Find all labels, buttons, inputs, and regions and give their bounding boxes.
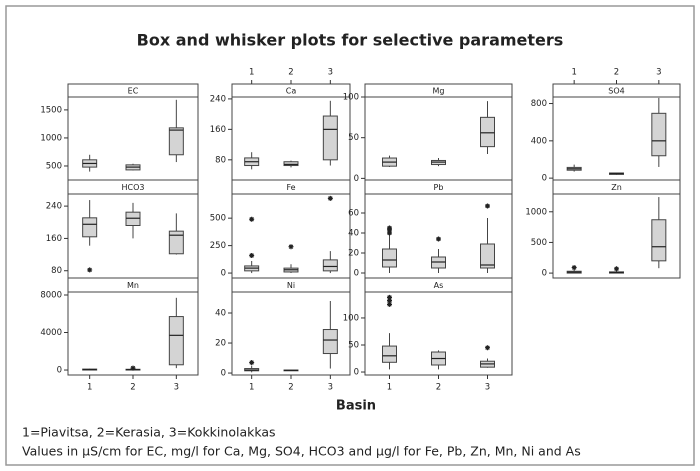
- x-tick-label: 3: [174, 383, 179, 393]
- y-tick-label: 160: [46, 234, 62, 244]
- y-tick-label: 500: [531, 238, 547, 248]
- y-tick-label: 0: [354, 368, 359, 378]
- box: [382, 248, 397, 268]
- panel-title: HCO3: [122, 183, 145, 192]
- box: [168, 316, 184, 366]
- box: [480, 116, 495, 148]
- outlier: [249, 360, 255, 366]
- outlier: [387, 225, 392, 231]
- panel-title: Pb: [434, 183, 444, 192]
- outlier: [485, 203, 490, 209]
- box: [651, 219, 667, 262]
- outlier: [327, 195, 333, 201]
- x-tick-label: 1: [249, 383, 254, 393]
- y-tick-label: 500: [210, 214, 226, 224]
- y-tick-label: 50: [348, 340, 359, 350]
- outlier: [288, 244, 294, 250]
- x-tick-label: 3: [656, 68, 661, 78]
- y-tick-label: 0: [221, 269, 226, 279]
- y-tick-label: 0: [542, 269, 547, 279]
- box: [651, 112, 667, 157]
- note: Values in µS/cm for EC, mg/l for Ca, Mg,…: [22, 444, 581, 459]
- y-tick-label: 1500: [40, 105, 62, 115]
- box: [322, 115, 338, 161]
- outlier: [387, 230, 392, 236]
- y-tick-label: 240: [210, 94, 226, 104]
- x-tick-label: 2: [288, 383, 293, 393]
- y-tick-label: 20: [348, 249, 359, 259]
- box: [480, 243, 495, 269]
- x-tick-label: 3: [485, 383, 490, 393]
- y-tick-label: 40: [215, 309, 226, 319]
- box: [125, 211, 141, 227]
- y-tick-label: 800: [531, 99, 547, 109]
- outlier: [485, 345, 490, 351]
- note: 1=Piavitsa, 2=Kerasia, 3=Kokkinolakkas: [22, 425, 276, 440]
- y-tick-label: 0: [221, 369, 226, 379]
- box: [283, 161, 299, 167]
- x-tick-label: 1: [571, 68, 576, 78]
- panel-title: Mg: [433, 87, 445, 96]
- y-tick-label: 60: [348, 209, 359, 219]
- outlier: [387, 294, 392, 300]
- y-tick-label: 100: [343, 313, 359, 323]
- box: [322, 259, 338, 272]
- box: [168, 230, 184, 255]
- x-tick-label: 2: [288, 68, 293, 78]
- panel-title: Fe: [286, 183, 295, 192]
- y-tick-label: 100: [343, 93, 359, 103]
- y-tick-label: 40: [348, 229, 359, 239]
- x-tick-label: 3: [328, 68, 333, 78]
- y-tick-label: 0: [542, 174, 547, 184]
- y-tick-label: 1000: [525, 207, 547, 217]
- outlier: [249, 216, 255, 222]
- panel-title: EC: [128, 87, 139, 96]
- panel-title: Ni: [287, 281, 295, 290]
- y-tick-label: 1000: [40, 133, 62, 143]
- y-tick-label: 50: [348, 133, 359, 143]
- y-tick-label: 240: [46, 202, 62, 212]
- panel-title: As: [434, 281, 444, 290]
- y-tick-label: 500: [46, 161, 62, 171]
- y-tick-label: 0: [354, 269, 359, 279]
- panel-title: Mn: [127, 281, 139, 290]
- outlier: [387, 298, 392, 304]
- y-tick-label: 20: [215, 339, 226, 349]
- y-tick-label: 0: [57, 366, 62, 376]
- x-tick-label: 3: [328, 383, 333, 393]
- chart-title: Box and whisker plots for selective para…: [137, 31, 564, 50]
- y-tick-label: 0: [354, 174, 359, 184]
- outlier: [87, 267, 93, 273]
- outlier: [130, 365, 136, 371]
- x-axis-label: Basin: [336, 399, 376, 414]
- panel-title: Zn: [611, 183, 622, 192]
- y-tick-label: 4000: [40, 328, 62, 338]
- outlier: [249, 252, 255, 258]
- y-tick-label: 400: [531, 136, 547, 146]
- panel-title: SO4: [608, 87, 624, 96]
- y-tick-label: 160: [210, 125, 226, 135]
- outlier: [614, 266, 619, 272]
- box: [322, 329, 338, 355]
- y-tick-label: 80: [51, 266, 62, 276]
- x-tick-label: 2: [436, 383, 441, 393]
- y-tick-label: 8000: [40, 291, 62, 301]
- x-tick-label: 2: [614, 68, 619, 78]
- x-tick-label: 1: [249, 68, 254, 78]
- panel-title: Ca: [286, 87, 297, 96]
- x-tick-label: 1: [387, 383, 392, 393]
- outlier: [571, 265, 577, 271]
- x-tick-label: 2: [130, 383, 135, 393]
- box: [82, 217, 98, 238]
- box: [168, 127, 184, 156]
- y-tick-label: 80: [215, 155, 226, 165]
- box: [382, 345, 397, 363]
- x-tick-label: 1: [87, 383, 92, 393]
- outlier: [387, 301, 392, 307]
- y-tick-label: 250: [210, 241, 226, 251]
- outlier: [436, 236, 441, 242]
